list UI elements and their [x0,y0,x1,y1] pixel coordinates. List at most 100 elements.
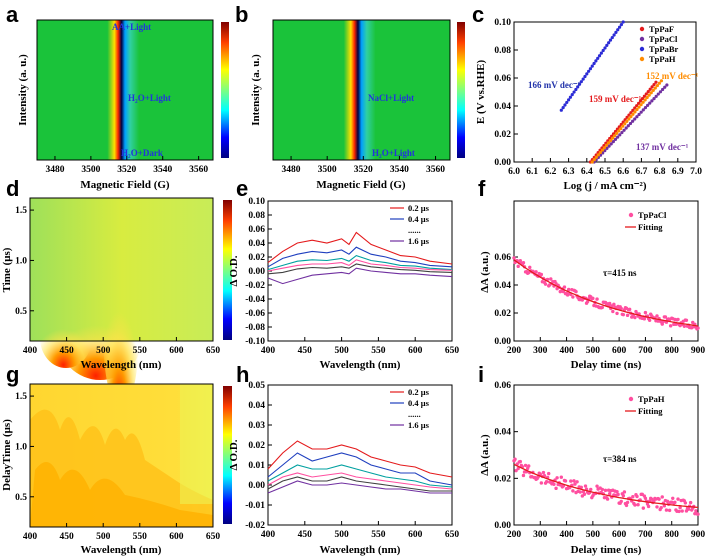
series-TpPaH-point [617,129,621,133]
data-point [512,256,516,260]
data-point [662,504,667,508]
panel-c-xtick-label-5: 6.5 [599,167,611,177]
ylabel-i: ΔA (a.u.) [479,434,491,476]
panel-g-ytick-label-0: 0.5 [15,493,27,503]
annotation-c-2: 152 mV dec⁻¹ [646,71,699,81]
series-TpPaH-point [608,138,613,143]
series-TpPaH-point [633,110,637,114]
series-TpPaH-point [631,112,635,116]
series-line-4 [267,476,452,492]
data-point [582,492,587,496]
panel-h-ytick-label-0: -0.02 [245,521,265,531]
data-point [542,474,547,478]
data-point [636,502,640,507]
panel-e-ytick-label-5: 0.00 [248,267,265,277]
colorbar-d [223,200,232,340]
panel-i-xtick-label-7: 900 [691,530,706,540]
series-TpPaF-point [637,101,641,105]
series-TpPaBr-point [568,95,573,99]
data-point [659,505,663,510]
series-TpPaH-point [635,107,639,112]
data-point [600,305,605,310]
panel-g-ytick-label-1: 1.0 [15,442,27,452]
data-point [516,466,520,471]
panel-f-xtick-label-7: 900 [691,346,706,356]
panel-label-g: g [6,362,19,387]
panel-c-xtick-label-2: 6.2 [544,167,556,177]
data-point [554,486,558,491]
series-TpPaCl-point [607,144,611,148]
series-TpPaBr-point [621,20,625,24]
panel-e-xtick-label-5: 650 [445,346,460,356]
series-TpPaH-point [625,119,629,123]
series-TpPaH-point [639,103,643,107]
legend-label-2: ...... [408,409,421,419]
series-line-0 [267,231,453,265]
series-TpPaBr-point [612,33,616,37]
data-point [521,261,526,265]
data-point [680,509,684,513]
data-point [621,312,626,317]
data-point [633,503,637,507]
data-point [655,314,659,318]
legend-marker-2 [639,46,645,52]
data-point [674,322,678,326]
series-line-3 [267,259,453,272]
panel-f-xtick-label-1: 300 [533,346,548,356]
series-TpPaCl-point [660,87,665,92]
legend-label-1: 0.4 μs [408,214,430,224]
series-TpPaCl-point [624,126,628,130]
data-point [575,480,579,484]
series-TpPaBr-point [594,59,598,63]
series-TpPaH-point [592,158,596,162]
data-point [642,317,647,321]
panel-h-xtick-label-0: 400 [261,530,276,540]
panel-h-ytick-label-7: 0.05 [248,381,265,391]
data-point [621,494,626,498]
data-point [571,295,575,299]
data-point [668,324,673,328]
panel-i-xtick-label-0: 200 [507,530,522,540]
fitting-line [513,463,699,509]
xlabel-b: Magnetic Field (G) [316,179,406,191]
annotation-c-1: 159 mV dec⁻¹ [589,94,642,104]
series-TpPaH-point [598,150,602,155]
panel-h-xtick-label-3: 550 [371,530,386,540]
series-TpPaBr-point [572,90,576,94]
data-point [619,499,623,504]
series-TpPaCl-point [622,128,626,132]
data-point [624,503,629,508]
series-TpPaH-point [623,122,627,126]
panel-g-xtick-label-2: 500 [96,532,111,542]
data-point [665,499,670,504]
data-point [625,500,630,505]
epr-heatmap-a [37,20,213,160]
panel-e-xtick-label-3: 550 [371,346,386,356]
panel-c-xtick-label-1: 6.1 [526,167,538,177]
data-point [646,504,651,509]
series-TpPaCl-point [618,133,622,137]
panel-i: i 200 300 400 500 600 700 800 900 0.00 0.02 0.04 0.… [478,362,705,556]
panel-b: b NaCl+Light H₂O+Light 3480 3500 3520 3540 3… [235,2,465,191]
panel-e-ytick-label-4: -0.02 [245,281,265,291]
series-TpPaCl-point [650,99,654,103]
data-point [615,489,619,494]
series-TpPaF-point [652,82,656,87]
series-TpPaCl-point [665,83,669,87]
panel-c: c 6.0 6.1 6.2 6.3 6.4 6.5 6.6 6.7 6.8 6.9 7.0 0.00 0… [472,2,702,192]
series-TpPaH-point [637,105,641,109]
series-TpPaH-point [643,98,647,102]
data-point [578,490,582,494]
series-line-1 [267,452,453,486]
colorbar-b [457,22,465,158]
data-point [543,282,548,286]
data-point [591,296,595,301]
data-point [643,310,648,315]
data-point [528,265,532,270]
data-point [546,471,551,476]
annotation-a-2: H₂O+Dark [121,148,163,158]
series-TpPaF-point [640,97,645,101]
data-point [563,479,568,483]
xlabel-e: Wavelength (nm) [320,359,401,371]
data-point [600,487,605,492]
